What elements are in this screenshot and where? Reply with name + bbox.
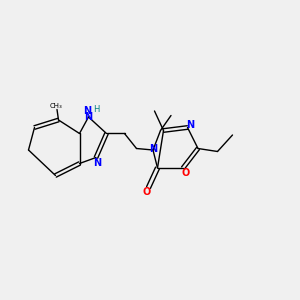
Text: H: H: [93, 105, 99, 114]
Text: CH₃: CH₃: [49, 103, 62, 109]
Text: N: N: [93, 158, 102, 169]
Text: O: O: [182, 167, 190, 178]
Text: N: N: [149, 143, 157, 154]
Text: N: N: [84, 112, 93, 122]
Text: N: N: [186, 119, 195, 130]
Text: O: O: [143, 187, 151, 197]
Text: N: N: [83, 106, 91, 116]
